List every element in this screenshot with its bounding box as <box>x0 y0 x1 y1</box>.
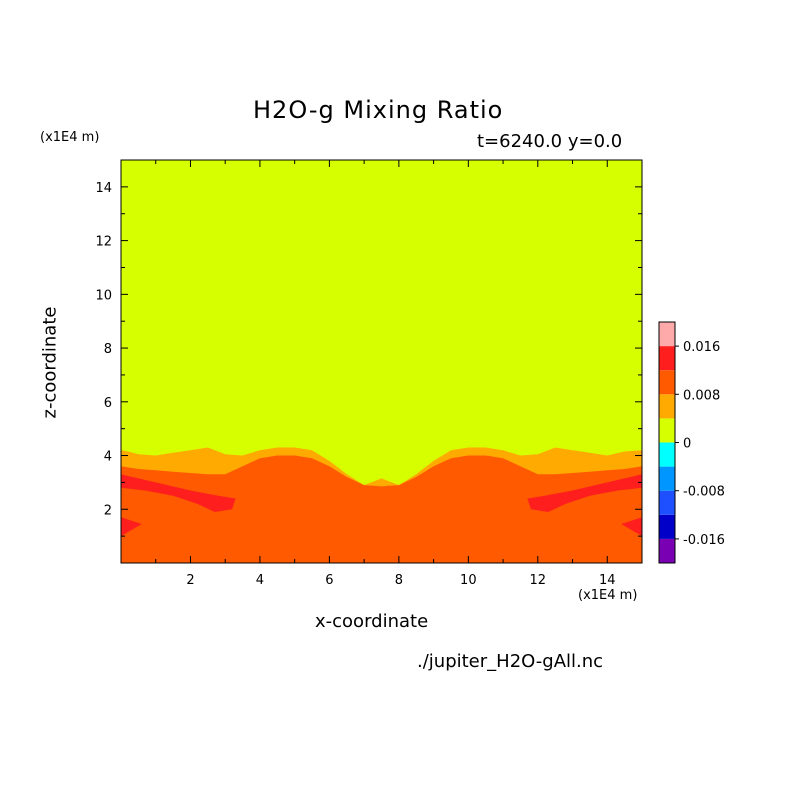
colorbar-tick-label: 0 <box>683 437 691 452</box>
band-0.012-to-0.016-1 <box>121 474 236 512</box>
x-tick-label: 10 <box>460 573 477 588</box>
chart-title: H2O-g Mixing Ratio <box>253 96 504 124</box>
x-tick-label: 6 <box>325 573 333 588</box>
z-tick-label: 10 <box>95 288 112 303</box>
x-tick-label: 12 <box>530 573 547 588</box>
band-0.012-to-0.016-3 <box>121 517 142 537</box>
x-tick-label: 4 <box>256 573 264 588</box>
colorbar-tick-label: -0.008 <box>683 485 725 500</box>
colorbar-tick-label: 0.016 <box>683 340 720 355</box>
z-tick-label: 8 <box>104 342 112 357</box>
z-tick-label: 4 <box>104 450 112 465</box>
x-tick-label: 8 <box>395 573 403 588</box>
x-unit-label: (x1E4 m) <box>578 588 638 603</box>
colorbar-swatch <box>659 418 675 443</box>
x-axis-label: x-coordinate <box>315 611 429 632</box>
band-0.012-to-0.016-2 <box>527 474 642 512</box>
band-0.008-to-0.012 <box>121 455 642 563</box>
colorbar-tick-label: 0.008 <box>683 388 720 403</box>
colorbar-swatch <box>659 466 675 491</box>
colorbar-tick-label: -0.016 <box>683 533 725 548</box>
z-tick-label: 14 <box>95 181 112 196</box>
colorbar-swatch <box>659 490 675 515</box>
band-0.012-to-0.016-4 <box>621 517 642 537</box>
z-tick-label: 6 <box>104 396 112 411</box>
x-tick-label: 2 <box>186 573 194 588</box>
colorbar-swatch <box>659 514 675 539</box>
z-tick-label: 2 <box>104 503 112 518</box>
source-filename: ./jupiter_H2O-gAll.nc <box>417 651 604 672</box>
colorbar-swatch <box>659 322 675 347</box>
x-tick-label: 14 <box>599 573 616 588</box>
colorbar-swatch <box>659 346 675 371</box>
colorbar-swatch <box>659 538 675 563</box>
colorbar-swatch <box>659 442 675 467</box>
y-axis-label: z-coordinate <box>39 306 61 419</box>
z-tick-label: 12 <box>95 235 112 250</box>
z-unit-label: (x1E4 m) <box>40 130 100 145</box>
colorbar-swatch <box>659 370 675 395</box>
plot-frame <box>120 159 643 564</box>
colorbar-swatch <box>659 394 675 419</box>
chart-subtitle: t=6240.0 y=0.0 <box>477 131 623 152</box>
